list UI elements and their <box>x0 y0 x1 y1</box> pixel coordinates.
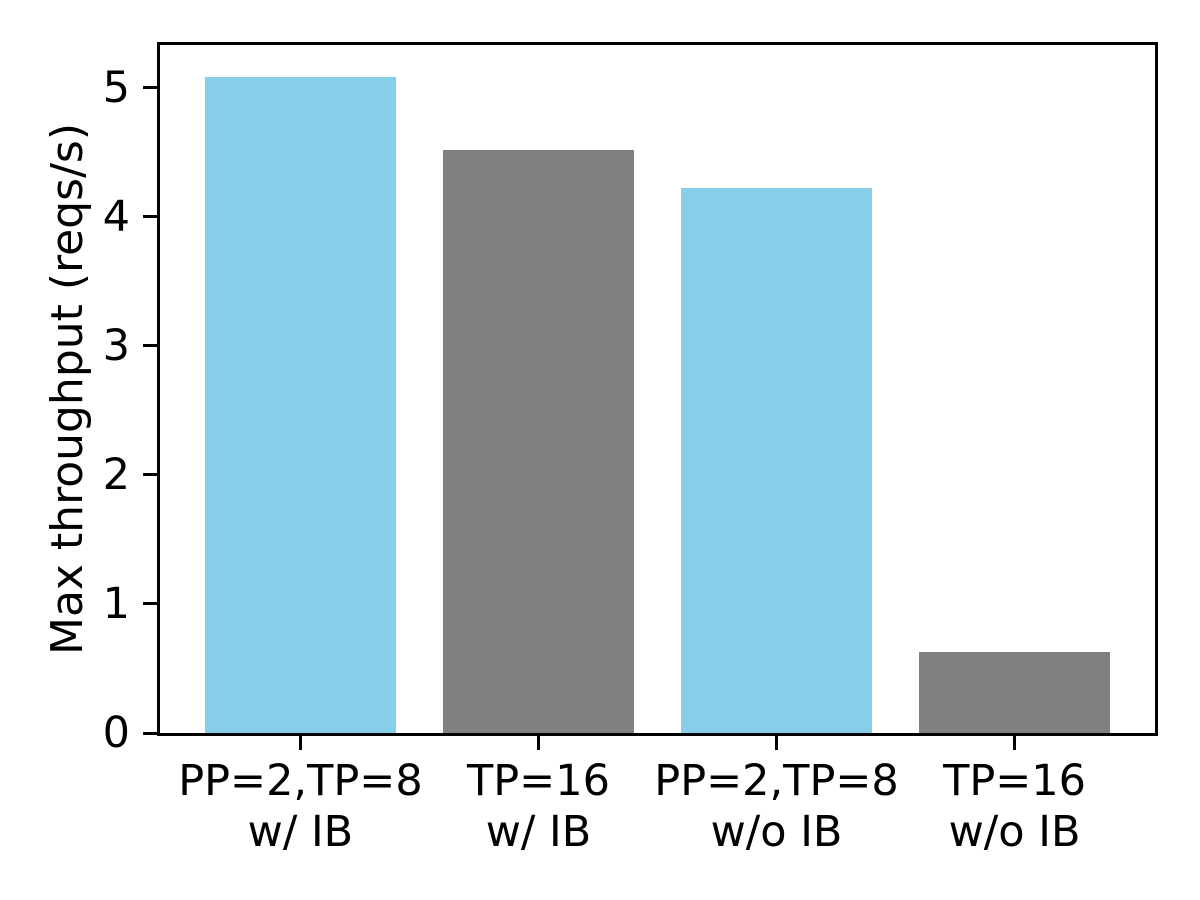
y-tick-label-5: 5 <box>102 62 130 113</box>
x-tick-label-3: TP=16 w/o IB <box>943 756 1087 857</box>
y-tick-mark-0 <box>143 731 157 735</box>
y-tick-label-4: 4 <box>102 191 130 242</box>
y-tick-mark-5 <box>143 86 157 90</box>
x-tick-mark-0 <box>298 736 302 750</box>
bar-3 <box>919 651 1110 733</box>
x-tick-label-1: TP=16 w/ IB <box>466 756 610 857</box>
x-tick-mark-1 <box>536 736 540 750</box>
y-tick-label-1: 1 <box>102 578 130 629</box>
y-tick-mark-1 <box>143 602 157 606</box>
plot-area <box>160 45 1155 733</box>
y-tick-label-0: 0 <box>102 708 130 758</box>
plot-frame <box>157 42 1158 736</box>
y-axis-label: Max throughput (reqs/s) <box>42 122 93 656</box>
y-tick-label-2: 2 <box>102 449 130 500</box>
bar-0 <box>205 77 396 733</box>
y-tick-mark-2 <box>143 473 157 477</box>
y-tick-mark-3 <box>143 344 157 348</box>
y-tick-mark-4 <box>143 215 157 219</box>
bar-1 <box>443 149 634 733</box>
bar-2 <box>681 188 872 733</box>
x-tick-mark-3 <box>1013 736 1017 750</box>
y-tick-label-3: 3 <box>102 320 130 371</box>
x-tick-mark-2 <box>775 736 779 750</box>
x-tick-label-2: PP=2,TP=8 w/o IB <box>654 756 899 857</box>
x-tick-label-0: PP=2,TP=8 w/ IB <box>178 756 423 857</box>
